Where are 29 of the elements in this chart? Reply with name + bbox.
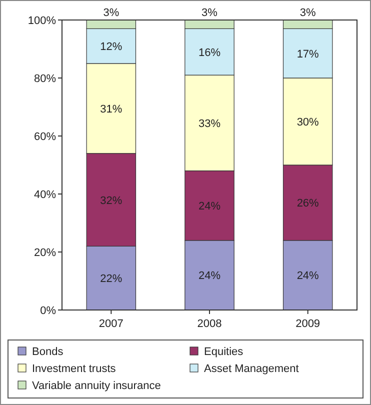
data-label: 17% — [296, 48, 320, 60]
y-tick-label: 0% — [40, 305, 56, 317]
data-label: 3% — [202, 7, 218, 19]
data-label: 22% — [100, 273, 122, 286]
data-label: 30% — [296, 116, 320, 128]
y-tick-label: 60% — [34, 131, 56, 143]
data-label: 26% — [296, 198, 320, 210]
y-tick-label: 40% — [34, 189, 56, 201]
data-label: 16% — [198, 46, 221, 59]
x-tick-label: 2009 — [296, 318, 320, 330]
legend-label: Equities — [204, 346, 244, 358]
data-label: 12% — [100, 41, 122, 54]
legend-label: Variable annuity insurance — [32, 380, 161, 392]
data-label: 3% — [103, 7, 120, 19]
data-label: 3% — [300, 7, 316, 19]
y-tick-label: 20% — [34, 247, 56, 259]
y-tick-label: 80% — [34, 73, 56, 85]
y-tick-label: 100% — [28, 15, 56, 27]
legend-label: Bonds — [32, 346, 64, 358]
legend-label: Asset Management — [204, 363, 299, 375]
data-label: 33% — [198, 118, 221, 130]
data-label: 24% — [296, 270, 320, 282]
data-label: 31% — [100, 103, 122, 116]
data-label: 32% — [100, 194, 122, 207]
x-tick-label: 2007 — [98, 318, 124, 330]
data-label: 24% — [198, 270, 221, 282]
x-tick-label: 2008 — [197, 318, 222, 330]
legend-label: Investment trusts — [32, 363, 116, 375]
data-label: 24% — [198, 200, 221, 213]
